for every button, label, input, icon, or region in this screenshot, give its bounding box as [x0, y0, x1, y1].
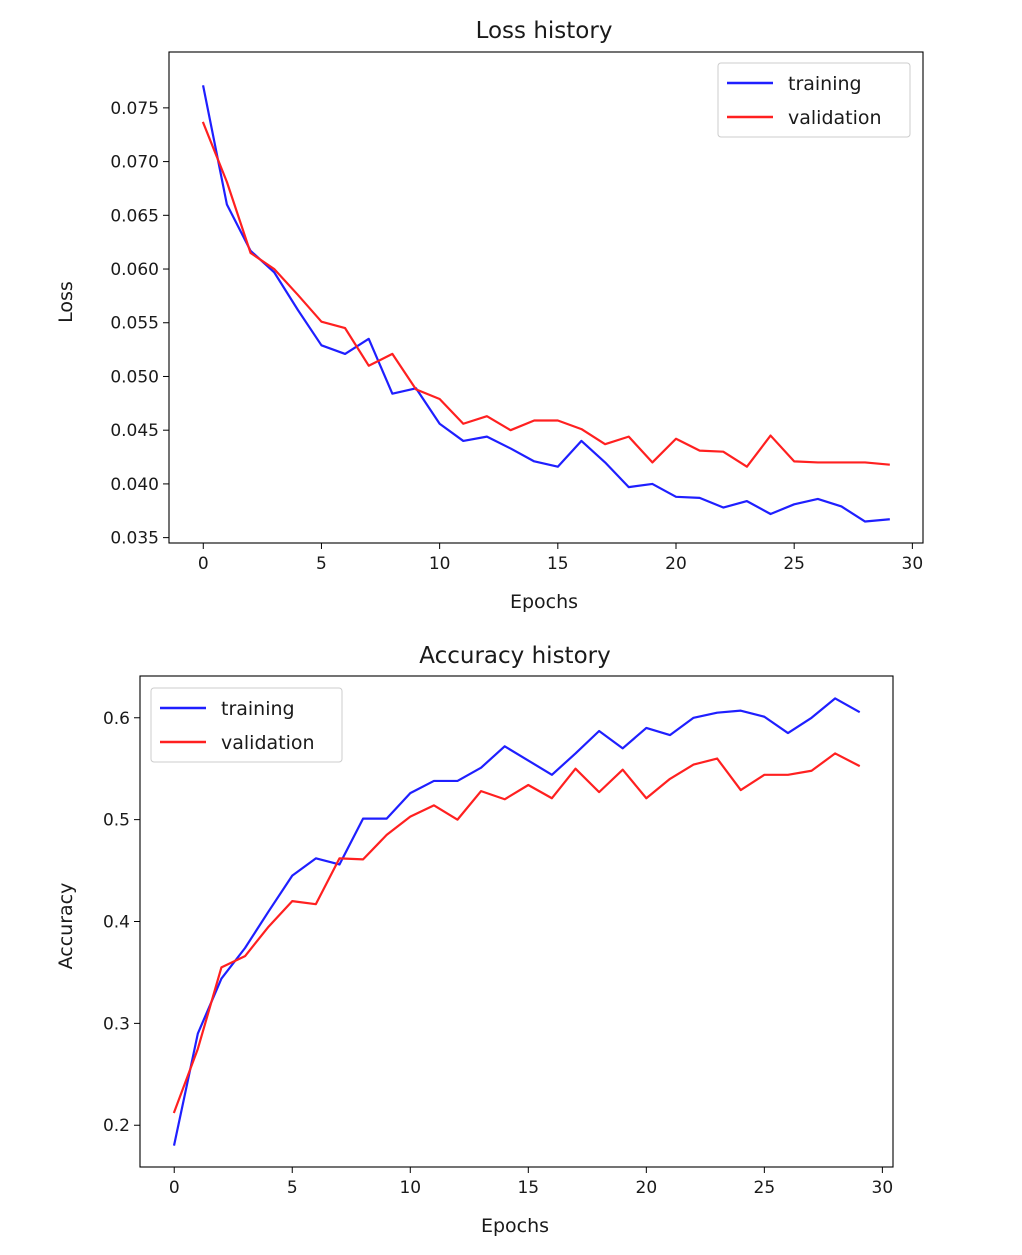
- loss-chart-y-tick-label: 0.065: [110, 206, 159, 226]
- accuracy-chart: Accuracy history Epochs Accuracy 0 5 10 15 2…: [55, 643, 894, 1237]
- loss-chart-x-tick-label: 30: [902, 554, 924, 574]
- loss-chart-legend-box: [717, 62, 911, 138]
- loss-chart-training-line: [201, 85, 890, 523]
- accuracy-chart-y-tick-label: 0.4: [103, 913, 130, 933]
- loss-chart-y-tick-label: 0.040: [110, 475, 159, 495]
- accuracy-chart-legend: training validation: [150, 687, 343, 763]
- accuracy-chart-x-axis-label: Epochs: [481, 1215, 549, 1237]
- accuracy-chart-y-tick-label: 0.6: [103, 709, 130, 729]
- loss-chart-x-axis-label: Epochs: [510, 591, 578, 613]
- loss-chart-y-tick-label: 0.055: [110, 314, 159, 334]
- loss-chart-plot-frame: [168, 51, 924, 544]
- loss-chart-y-tick-label: 0.045: [110, 421, 159, 441]
- loss-chart-title: Loss history: [476, 18, 613, 44]
- accuracy-chart-training-line: [172, 697, 861, 1146]
- loss-chart-x-tick-label: 0: [198, 554, 209, 574]
- accuracy-chart-x-tick-label: 20: [636, 1178, 658, 1198]
- accuracy-chart-x-tick-label: 15: [517, 1178, 539, 1198]
- accuracy-chart-legend-box: [150, 687, 343, 763]
- loss-chart-x-tick-label: 20: [665, 554, 687, 574]
- accuracy-chart-y-tick-label: 0.5: [103, 811, 130, 831]
- accuracy-chart-x-tick-label: 0: [169, 1178, 180, 1198]
- loss-chart-validation-line: [201, 121, 890, 468]
- loss-chart-x-tick-label: 5: [316, 554, 327, 574]
- loss-chart-legend-training-label: training: [788, 73, 862, 95]
- loss-chart-y-axis-label: Loss: [55, 281, 77, 323]
- loss-chart-x-tick-label: 15: [547, 554, 569, 574]
- accuracy-chart-x-tick-label: 30: [872, 1178, 894, 1198]
- accuracy-chart-x-tick-label: 25: [754, 1178, 776, 1198]
- accuracy-chart-legend-training-label: training: [221, 698, 295, 720]
- accuracy-chart-x-tick-label: 10: [399, 1178, 421, 1198]
- accuracy-chart-validation-line: [172, 752, 861, 1114]
- loss-chart-x-tick-label: 10: [429, 554, 451, 574]
- loss-chart-y-tick-label: 0.070: [110, 153, 159, 173]
- accuracy-chart-x-tick-label: 5: [287, 1178, 298, 1198]
- loss-chart: Loss history Epochs Loss 0 5 10 15 20 25 30 0.0…: [55, 18, 924, 613]
- loss-chart-legend-validation-label: validation: [788, 107, 882, 129]
- accuracy-chart-y-tick-label: 0.3: [103, 1014, 130, 1034]
- accuracy-chart-legend-validation-label: validation: [221, 732, 315, 754]
- loss-chart-y-tick-label: 0.060: [110, 260, 159, 280]
- loss-chart-y-tick-label: 0.075: [110, 99, 159, 119]
- loss-chart-y-tick-label: 0.050: [110, 367, 159, 387]
- loss-chart-legend: training validation: [717, 62, 911, 138]
- accuracy-chart-y-axis-label: Accuracy: [55, 883, 77, 970]
- loss-chart-x-tick-label: 25: [783, 554, 805, 574]
- accuracy-chart-title: Accuracy history: [419, 643, 610, 669]
- loss-chart-y-tick-label: 0.035: [110, 529, 159, 549]
- accuracy-chart-y-tick-label: 0.2: [103, 1116, 130, 1136]
